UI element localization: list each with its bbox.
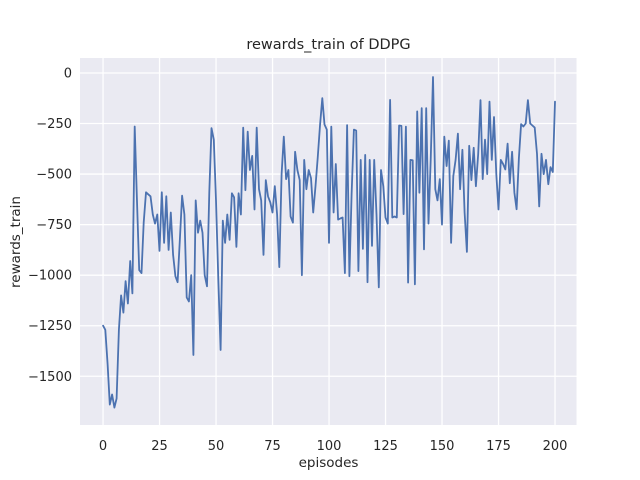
y-axis-label: rewards_train (8, 196, 24, 288)
y-tick-label: −1000 (28, 269, 72, 284)
x-tick-label: 25 (151, 439, 168, 454)
chart-title: rewards_train of DDPG (246, 37, 411, 53)
x-tick-label: 125 (373, 439, 398, 454)
x-tick-label: 50 (208, 439, 225, 454)
x-tick-labels: 0 25 50 75 100 125 150 175 200 (99, 439, 568, 454)
x-tick-label: 200 (543, 439, 568, 454)
series-line (102, 76, 556, 409)
y-tick-label: −750 (36, 218, 72, 233)
x-tick-label: 100 (317, 439, 342, 454)
y-tick-label: −1250 (28, 319, 72, 334)
y-tick-label: −500 (36, 168, 72, 183)
x-axis-label: episodes (298, 455, 359, 471)
x-tick-label: 175 (486, 439, 511, 454)
y-tick-label: −1500 (28, 370, 72, 385)
x-tick-label: 75 (264, 439, 281, 454)
y-tick-labels: 0 −250 −500 −750 −1000 −1250 −1500 (28, 66, 72, 384)
y-tick-label: 0 (64, 66, 72, 81)
y-tick-label: −250 (36, 117, 72, 132)
x-tick-label: 0 (99, 439, 107, 454)
x-tick-label: 150 (430, 439, 455, 454)
